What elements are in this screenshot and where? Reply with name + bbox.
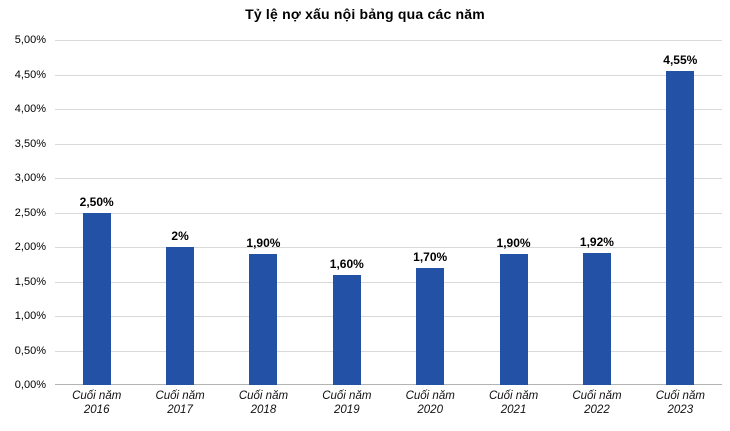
x-tick-label-2018: Cuối năm 2018 — [238, 390, 289, 416]
value-label-2020: 1,70% — [413, 249, 448, 264]
x-tick-label-2017: Cuối năm 2017 — [155, 390, 205, 416]
value-label-2017: 2% — [171, 229, 189, 243]
bar-2021 — [499, 253, 528, 385]
y-tick-label: 1,00% — [14, 310, 46, 322]
gridline — [55, 316, 722, 317]
gridline — [55, 247, 722, 248]
y-tick-label: 3,50% — [14, 137, 46, 150]
x-tick-label-2022: Cuối năm 2022 — [572, 390, 622, 416]
gridline — [55, 109, 722, 110]
value-label-2022: 1,92% — [579, 234, 614, 249]
bar-2022 — [582, 252, 611, 385]
gridline — [55, 74, 722, 76]
x-tick-label-2023: Cuối năm 2023 — [655, 390, 705, 416]
plot-area: 2,50% 2% 1,90% 1,60% 1,70% 1,90% 1,92% 4,55% — [55, 40, 722, 385]
value-label-2016: 2,50% — [79, 194, 114, 209]
value-label-2023: 4,55% — [663, 53, 698, 68]
x-tick-label-2016: Cuối năm 2016 — [72, 390, 122, 416]
bar-2018 — [249, 253, 278, 385]
x-axis-labels: Cuối năm 2016 Cuối năm 2017 Cuối năm 2018 C… — [55, 389, 722, 427]
y-tick-label: 3,00% — [14, 172, 46, 184]
bar-2020 — [416, 267, 445, 385]
y-tick-label: 4,50% — [14, 68, 46, 81]
y-tick-label: 0,00% — [14, 379, 46, 391]
x-axis-line — [55, 384, 722, 385]
bar-2023 — [666, 71, 695, 385]
y-tick-label: 5,00% — [14, 34, 46, 46]
bar-2016 — [82, 212, 111, 385]
chart-title: Tỷ lệ nợ xấu nội bảng qua các năm — [245, 6, 485, 22]
gridline — [55, 281, 722, 283]
bar-2017 — [166, 247, 195, 385]
bar-2019 — [332, 274, 361, 385]
value-label-2018: 1,90% — [246, 235, 281, 250]
gridline — [55, 350, 722, 352]
y-axis-labels: 0,00% 0,50% 1,00% 1,50% 2,00% 2,50% 3,00% 3,50%… — [0, 34, 48, 391]
y-tick-label: 0,50% — [14, 344, 46, 357]
gridline — [55, 178, 722, 179]
value-label-2019: 1,60% — [329, 256, 364, 271]
x-tick-label-2019: Cuối năm 2019 — [322, 390, 372, 416]
x-tick-label-2021: Cuối năm 2021 — [488, 390, 539, 416]
value-label-2021: 1,90% — [496, 235, 531, 250]
x-tick-label-2020: Cuối năm 2020 — [405, 390, 455, 416]
gridline — [55, 212, 722, 214]
y-tick-label: 4,00% — [14, 103, 46, 115]
gridline — [55, 143, 722, 145]
y-tick-label: 1,50% — [14, 275, 46, 288]
y-tick-label: 2,00% — [14, 241, 46, 253]
gridline — [55, 40, 722, 41]
y-tick-label: 2,50% — [14, 206, 46, 219]
